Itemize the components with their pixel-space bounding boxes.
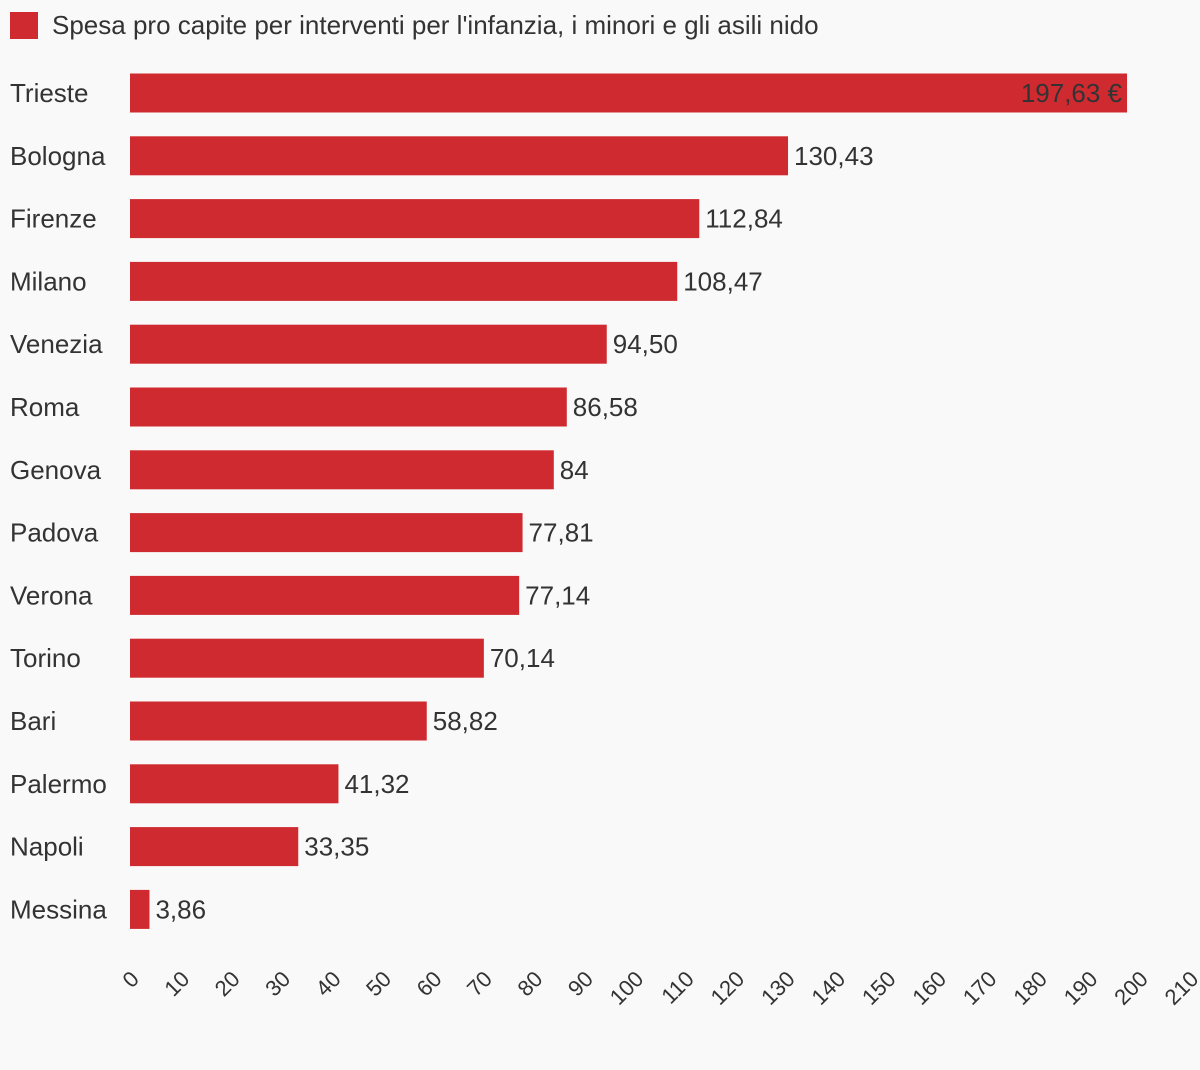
- legend-swatch: [10, 11, 38, 39]
- x-tick-label: 0: [117, 966, 143, 992]
- category-label: Trieste: [10, 78, 89, 108]
- x-axis-tick-labels: 0 10 20 30 40 50 60 70 80 90 100 110 120 130 140 150 160…: [117, 966, 1200, 1010]
- category-label: Napoli: [10, 832, 84, 862]
- bar-bologna: [130, 136, 789, 176]
- category-label: Milano: [10, 266, 87, 296]
- x-tick-label: 140: [806, 966, 850, 1010]
- bar-torino: [130, 638, 484, 678]
- x-tick-label: 100: [605, 966, 649, 1010]
- x-tick-label: 10: [159, 966, 194, 1001]
- value-label: 86,58: [573, 392, 638, 422]
- category-label: Genova: [10, 455, 102, 485]
- value-label: 197,63 €: [1021, 78, 1123, 108]
- bar-milano: [130, 261, 678, 301]
- legend: Spesa pro capite per interventi per l'in…: [10, 10, 819, 40]
- value-label: 58,82: [433, 706, 498, 736]
- bar-firenze: [130, 199, 700, 239]
- bars-layer: [130, 73, 1128, 929]
- x-tick-label: 200: [1109, 966, 1153, 1010]
- bar-venezia: [130, 324, 607, 364]
- value-label: 84: [560, 455, 589, 485]
- x-tick-label: 40: [311, 966, 346, 1001]
- category-label: Roma: [10, 392, 80, 422]
- x-tick-label: 70: [462, 966, 497, 1001]
- x-tick-label: 90: [563, 966, 598, 1001]
- category-label: Messina: [10, 894, 107, 924]
- x-tick-label: 130: [756, 966, 800, 1010]
- x-tick-label: 160: [907, 966, 951, 1010]
- bar-roma: [130, 387, 567, 427]
- bar-messina: [130, 889, 150, 929]
- bar-trieste: [130, 73, 1128, 113]
- x-tick-label: 80: [512, 966, 547, 1001]
- x-tick-label: 20: [210, 966, 245, 1001]
- legend-label: Spesa pro capite per interventi per l'in…: [52, 10, 819, 40]
- category-label: Bologna: [10, 141, 106, 171]
- value-label: 112,84: [705, 204, 783, 234]
- value-label: 94,50: [613, 329, 678, 359]
- bar-bari: [130, 701, 427, 741]
- category-label: Torino: [10, 643, 81, 673]
- bar-genova: [130, 450, 554, 490]
- x-tick-label: 170: [958, 966, 1002, 1010]
- value-label: 77,14: [525, 580, 590, 610]
- x-tick-label: 150: [857, 966, 901, 1010]
- bar-palermo: [130, 764, 339, 804]
- category-label: Padova: [10, 518, 99, 548]
- x-tick-label: 120: [706, 966, 750, 1010]
- value-label: 77,81: [529, 518, 594, 548]
- category-label: Venezia: [10, 329, 103, 359]
- value-label: 70,14: [490, 643, 555, 673]
- x-tick-label: 210: [1160, 966, 1200, 1010]
- x-tick-label: 180: [1008, 966, 1052, 1010]
- value-label: 108,47: [683, 266, 763, 296]
- category-label: Bari: [10, 706, 56, 736]
- value-label: 130,43: [794, 141, 874, 171]
- value-labels: 197,63 € 130,43 112,84 108,47 94,50 86,58 84 77…: [155, 78, 1122, 924]
- value-label: 41,32: [344, 769, 409, 799]
- x-tick-label: 110: [656, 966, 698, 1008]
- category-label: Firenze: [10, 204, 97, 234]
- value-label: 33,35: [304, 832, 369, 862]
- category-label: Palermo: [10, 769, 107, 799]
- bar-napoli: [130, 827, 299, 867]
- category-labels: Trieste Bologna Firenze Milano Venezia Roma Ge…: [10, 78, 107, 924]
- category-label: Verona: [10, 580, 93, 610]
- bar-verona: [130, 575, 520, 615]
- x-tick-label: 190: [1059, 966, 1103, 1010]
- x-tick-label: 50: [361, 966, 396, 1001]
- x-tick-label: 60: [412, 966, 447, 1001]
- bar-padova: [130, 513, 523, 553]
- value-label: 3,86: [155, 894, 206, 924]
- x-tick-label: 30: [260, 966, 295, 1001]
